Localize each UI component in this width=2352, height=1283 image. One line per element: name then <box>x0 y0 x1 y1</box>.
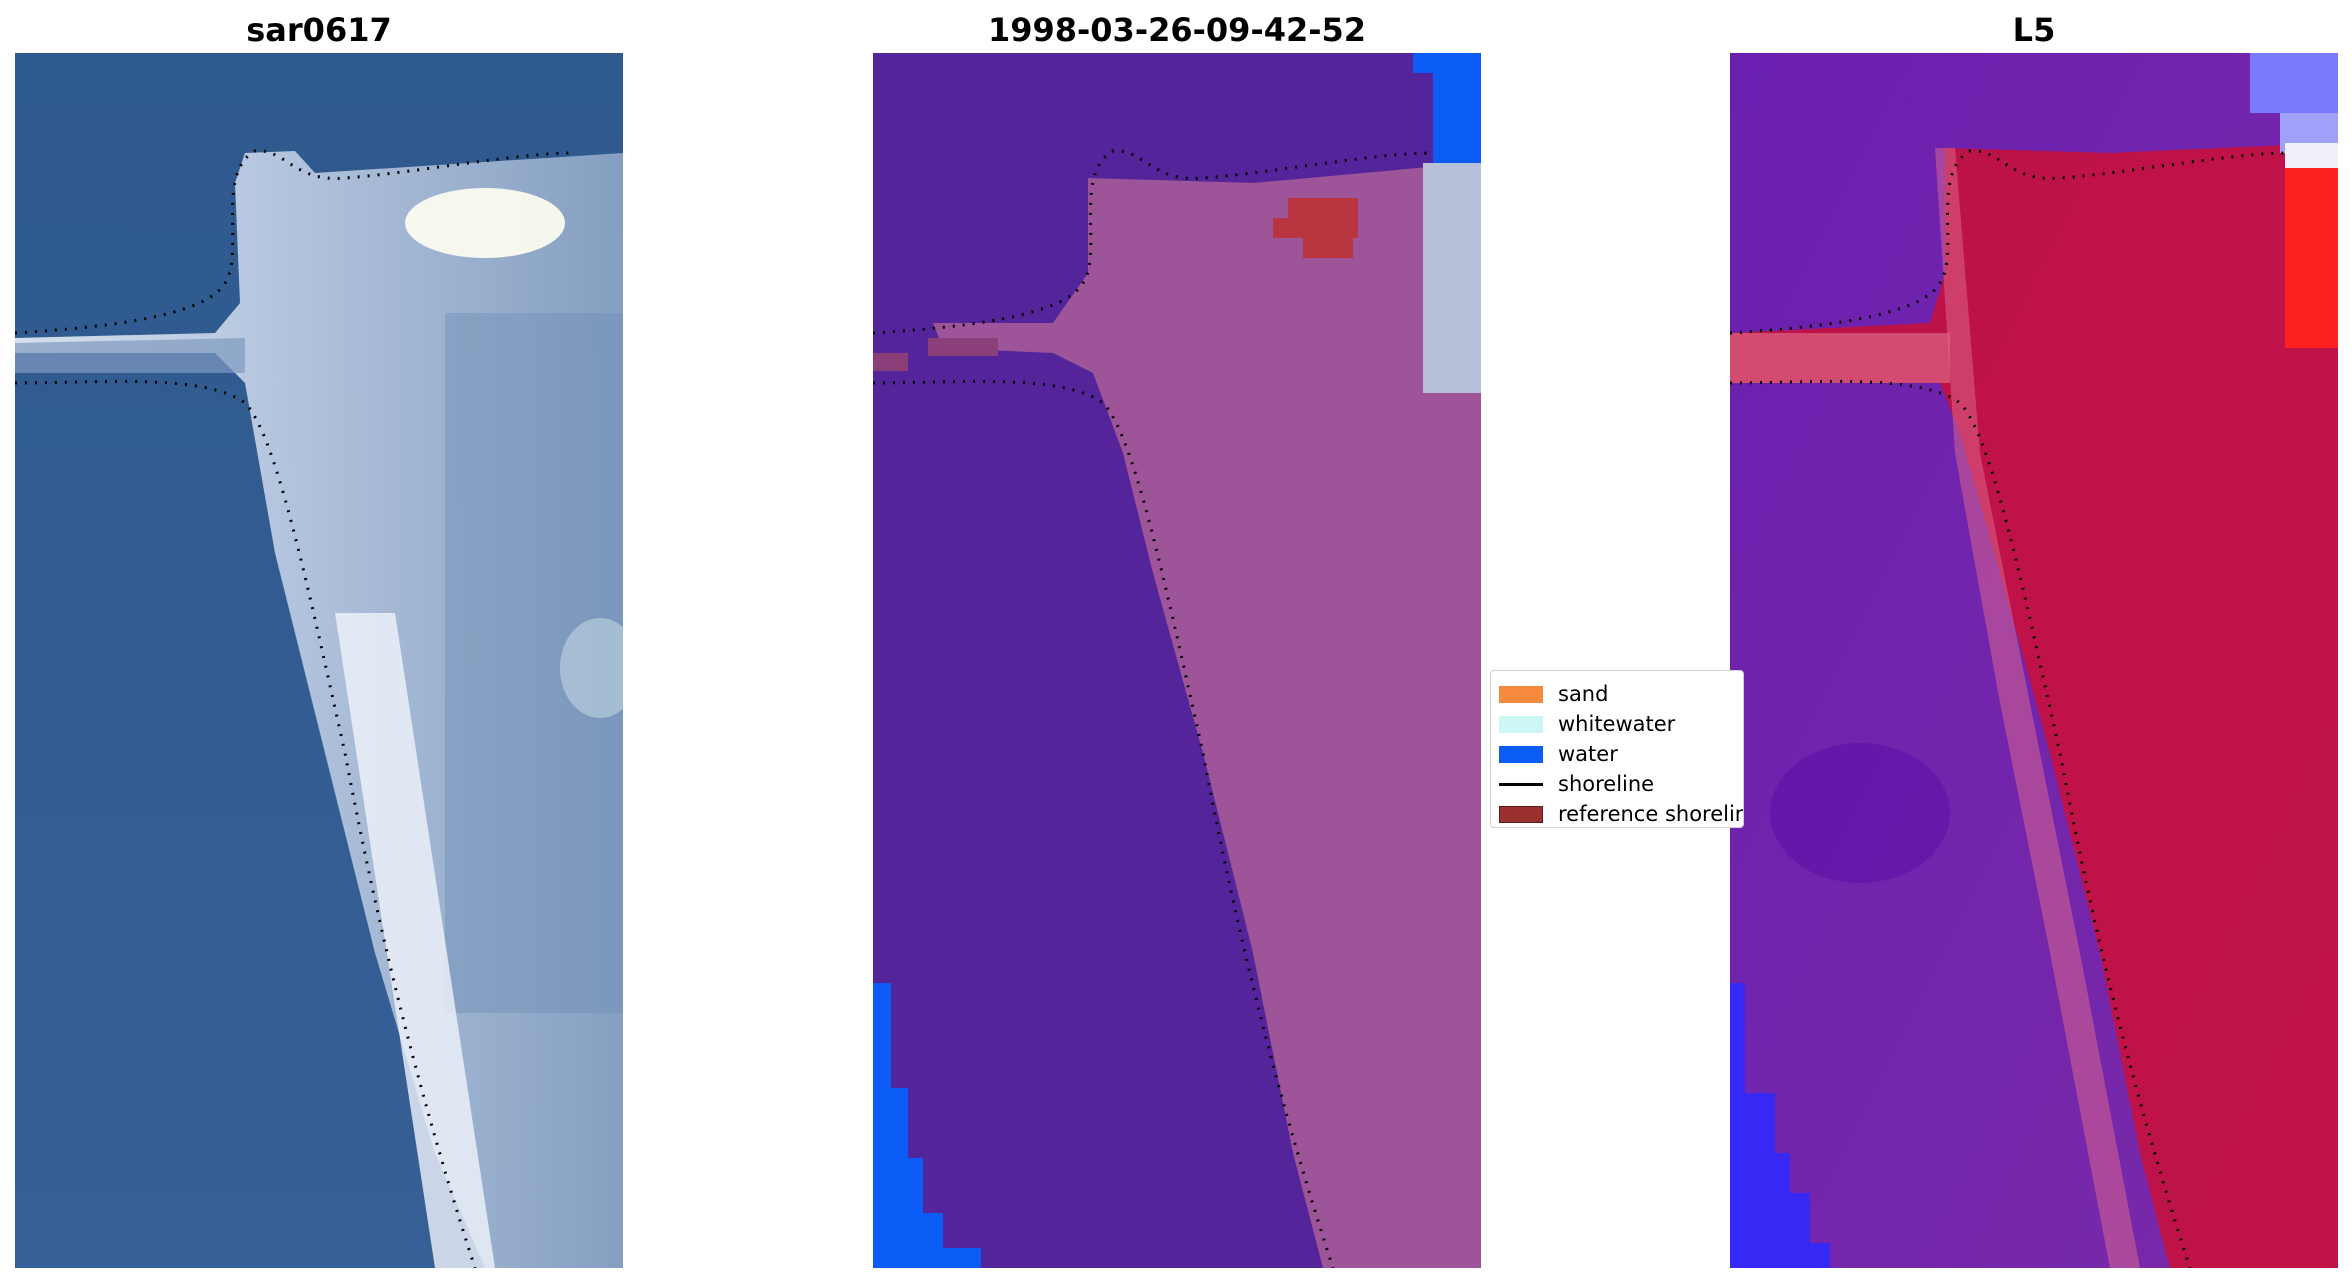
shoreline-bottom <box>873 379 1335 1268</box>
shoreline-top <box>873 149 1434 335</box>
rgb-image-panel <box>15 53 623 1268</box>
shoreline-line-swatch <box>1499 782 1543 786</box>
legend-item-whitewater: whitewater <box>1499 709 1675 739</box>
index-image <box>1730 53 2338 1268</box>
sand-swatch <box>1499 685 1543 703</box>
whitewater-swatch <box>1499 715 1543 733</box>
classification-image <box>873 53 1481 1268</box>
shoreline-bottom <box>15 379 477 1268</box>
legend-label-reference-shoreline: reference shoreline <box>1558 802 1744 826</box>
shoreline-top <box>1730 149 2291 335</box>
panel-title-index: L5 <box>2012 11 2056 49</box>
classification-panel <box>873 53 1481 1268</box>
water-swatch <box>1499 745 1543 763</box>
legend: sand whitewater water shoreline referenc… <box>1490 670 1744 828</box>
rgb-image <box>15 53 623 1268</box>
legend-label-shoreline: shoreline <box>1558 772 1655 796</box>
legend-item-shoreline: shoreline <box>1499 769 1654 799</box>
legend-item-water: water <box>1499 739 1618 769</box>
reference-shoreline-swatch <box>1499 805 1543 823</box>
legend-label-sand: sand <box>1558 682 1609 706</box>
shoreline-bottom <box>1730 379 2192 1268</box>
legend-item-reference-shoreline: reference shoreline <box>1499 799 1744 827</box>
legend-item-sand: sand <box>1499 679 1608 709</box>
panel-title-classification: 1998-03-26-09-42-52 <box>987 11 1367 49</box>
index-panel <box>1730 53 2338 1268</box>
legend-label-whitewater: whitewater <box>1558 712 1676 736</box>
panel-title-rgb: sar0617 <box>246 11 392 49</box>
shoreline-top <box>15 149 576 335</box>
legend-label-water: water <box>1558 742 1618 766</box>
